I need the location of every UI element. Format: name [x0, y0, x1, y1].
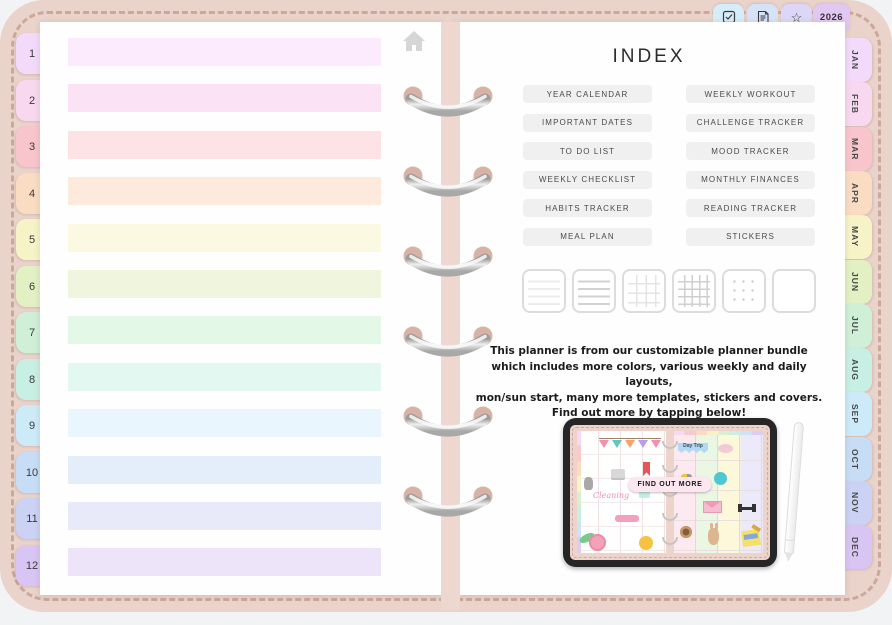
flower-sticker: [589, 534, 606, 551]
mini-planner-right-page: Day Trip: [674, 431, 763, 553]
index-button-to-do-list[interactable]: TO DO LIST: [523, 142, 652, 160]
paper-style-row: [522, 269, 816, 313]
washi-strip-4: [68, 177, 381, 205]
spiral-binding-strip: [441, 22, 460, 610]
home-button[interactable]: [401, 29, 427, 58]
dumbbell-sticker: [738, 504, 756, 512]
washi-strip-5: [68, 224, 381, 252]
mini-month-tabs-strip: [577, 431, 581, 553]
tablet-screen: Cleaning Day Trip: [570, 425, 770, 560]
sticky-note-sticker: [740, 528, 762, 548]
index-button-habits-tracker[interactable]: HABITS TRACKER: [523, 199, 652, 217]
day-trip-banner-sticker: Day Trip: [678, 443, 708, 453]
index-button-stickers[interactable]: STICKERS: [686, 227, 815, 246]
mini-toolbar-strip: [674, 431, 763, 435]
cloud-sticker: [718, 444, 733, 453]
year-tab-label: 2026: [819, 11, 844, 23]
teal-badge-sticker: [714, 472, 727, 485]
promo-text: This planner is from our customizable pl…: [467, 344, 831, 422]
laptop-sticker: [611, 469, 625, 478]
promo-line: This planner is from our customizable pl…: [490, 345, 808, 357]
left-page: [40, 22, 443, 595]
paper-style-grid-small-icon: [672, 269, 716, 313]
paper-style-dot-grid-icon: [722, 269, 766, 313]
tablet-mockup[interactable]: Cleaning Day Trip: [563, 418, 777, 567]
page-title: INDEX: [612, 46, 686, 67]
paper-style-lined-wide-icon: [522, 269, 566, 313]
mini-planner-left-page: Cleaning: [577, 431, 666, 553]
note-icon: [756, 10, 770, 24]
index-button-weekly-workout[interactable]: WEEKLY WORKOUT: [686, 85, 815, 103]
bunny-sticker: [708, 523, 719, 545]
mint-note-sticker: [639, 487, 650, 498]
bunting-sticker: [599, 438, 661, 448]
index-button-weekly-checklist[interactable]: WEEKLY CHECKLIST: [523, 170, 652, 189]
sun-sticker: [639, 536, 653, 550]
index-button-mood-tracker[interactable]: MOOD TRACKER: [686, 142, 815, 160]
washi-strip-12: [68, 548, 381, 576]
washi-strip-2: [68, 84, 381, 112]
promo-line: Find out more by tapping below!: [551, 407, 747, 419]
bookmark-sticker: [643, 462, 650, 476]
index-button-grid: YEAR CALENDAR WEEKLY WORKOUT IMPORTANT D…: [523, 85, 815, 246]
washi-strip-11: [68, 502, 381, 530]
pink-label-sticker: [615, 515, 639, 522]
washi-strip-1: [68, 38, 381, 66]
washi-strip-8: [68, 363, 381, 391]
washi-strip-10: [68, 456, 381, 484]
index-button-year-calendar[interactable]: YEAR CALENDAR: [523, 85, 652, 103]
washi-strip-6: [68, 270, 381, 298]
washi-strip-7: [68, 316, 381, 344]
washi-strip-9: [68, 409, 381, 437]
promo-line: mon/sun start, many more templates, stic…: [475, 391, 823, 404]
find-out-more-button[interactable]: FIND OUT MORE: [628, 477, 712, 492]
index-button-challenge-tracker[interactable]: CHALLENGE TRACKER: [686, 113, 815, 132]
cat-sticker: [584, 477, 593, 490]
index-button-monthly-finances[interactable]: MONTHLY FINANCES: [686, 170, 815, 189]
star-icon: ☆: [790, 9, 803, 25]
paper-style-blank-icon: [772, 269, 816, 313]
home-icon: [401, 31, 427, 57]
paper-style-lined-narrow-icon: [572, 269, 616, 313]
index-button-reading-tracker[interactable]: READING TRACKER: [686, 199, 815, 217]
envelope-sticker: [703, 501, 722, 513]
coffee-sticker: [680, 526, 692, 538]
index-button-important-dates[interactable]: IMPORTANT DATES: [523, 113, 652, 132]
washi-strip-3: [68, 131, 381, 159]
index-button-meal-plan[interactable]: MEAL PLAN: [523, 227, 652, 246]
cleaning-note: Cleaning: [593, 491, 630, 500]
paper-style-grid-large-icon: [622, 269, 666, 313]
promo-line: which includes more colors, various week…: [491, 360, 807, 389]
